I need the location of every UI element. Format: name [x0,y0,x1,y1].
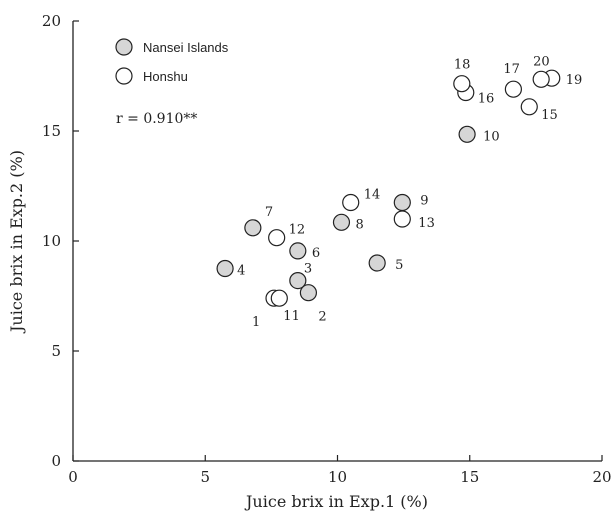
data-point-6 [289,242,307,260]
data-point-9 [393,193,411,212]
data-point-12 [268,229,286,247]
point-label-16: 16 [478,92,495,107]
data-point-4 [216,259,234,278]
point-label-13: 13 [418,216,435,231]
point-label-18: 18 [454,58,471,73]
point-label-19: 19 [566,73,583,88]
data-point-7 [244,219,262,237]
x-tick-label: 5 [200,468,210,486]
data-point-15 [520,98,538,116]
ticks [72,20,603,462]
y-tick-label: 20 [42,12,61,30]
x-tick-label: 15 [460,468,479,486]
point-label-6: 6 [312,246,320,261]
point-label-7: 7 [265,205,273,220]
legend-label-honshu: Honshu [143,69,188,84]
point-label-9: 9 [420,194,428,209]
point-label-11: 11 [283,309,300,324]
point-label-10: 10 [483,129,500,144]
y-tick-label: 5 [51,342,61,360]
point-label-15: 15 [541,108,558,123]
y-axis-title: Juice brix in Exp.2 (%) [7,150,26,334]
point-label-20: 20 [533,54,550,69]
legend-marker-honshu [115,67,133,85]
point-label-8: 8 [355,217,363,232]
x-tick-label: 10 [328,468,347,486]
x-tick-label: 0 [68,468,78,486]
correlation-annotation: r = 0.910** [116,111,197,127]
data-point-8 [332,213,351,231]
data-point-11 [270,289,288,307]
y-tick-label: 10 [42,232,61,250]
point-label-12: 12 [289,223,306,238]
x-tick-label: 20 [592,468,611,486]
data-point-18 [453,75,471,93]
point-label-4: 4 [237,264,245,279]
y-tick-label: 0 [51,452,61,470]
point-label-2: 2 [318,310,326,325]
y-tick-label: 15 [42,122,61,140]
legend: Nansei Islands Honshu [115,38,229,85]
data-point-14 [342,193,360,212]
data-point-10 [458,125,476,143]
data-point-3 [289,272,307,290]
data-point-2 [299,284,318,302]
legend-label-nansei-islands: Nansei Islands [143,40,229,55]
x-axis-title: Juice brix in Exp.1 (%) [244,492,428,511]
point-label-5: 5 [395,258,403,273]
legend-marker-nansei-islands [115,38,133,56]
point-label-17: 17 [503,62,520,77]
data-points [216,69,561,307]
data-point-20 [532,70,550,88]
point-label-14: 14 [364,188,381,203]
point-label-1: 1 [252,315,260,330]
point-label-3: 3 [304,262,312,277]
data-point-17 [504,80,522,98]
data-point-13 [393,210,411,228]
data-point-5 [368,254,386,272]
axes [72,21,602,462]
